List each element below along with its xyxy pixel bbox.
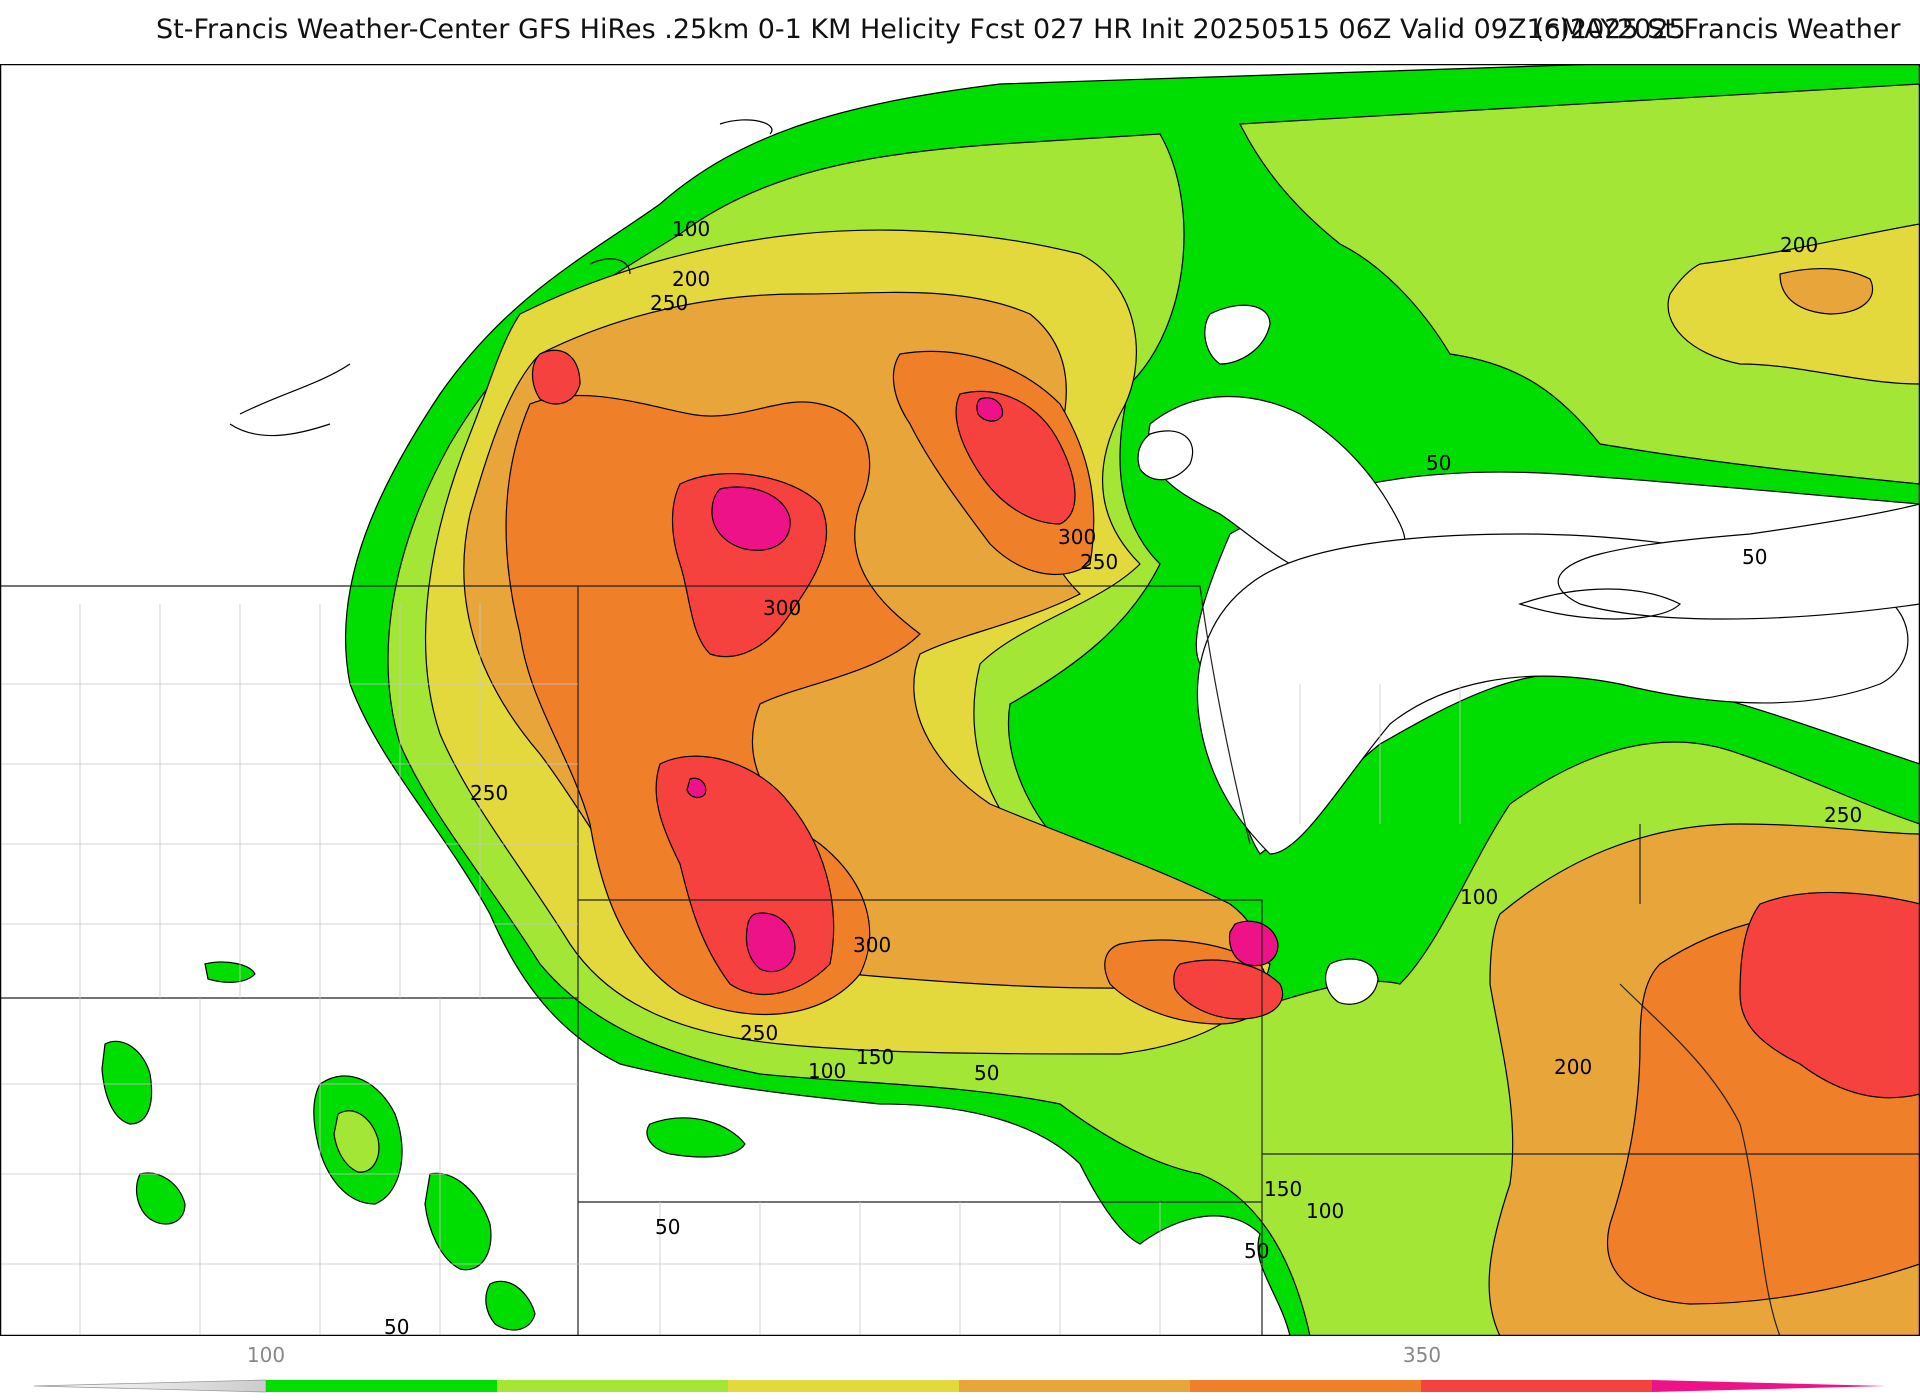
contour-label: 50 <box>974 1061 999 1085</box>
colorbar-label-right: 350 <box>1403 1343 1441 1367</box>
contour-label: 300 <box>763 596 801 620</box>
colorbar-segment <box>1421 1380 1652 1392</box>
colorbar-segment <box>266 1380 497 1392</box>
contour-label: 50 <box>384 1315 409 1336</box>
helicity-fill-250-east <box>1779 267 1874 315</box>
helicity-fill-150-east <box>1239 83 1920 485</box>
contour-label: 300 <box>853 933 891 957</box>
fill-layers <box>101 64 1920 1336</box>
river-border <box>1739 1123 1781 1336</box>
contour-label: 100 <box>1460 885 1498 909</box>
river-border-2 <box>1619 983 1741 1125</box>
contour-label: 200 <box>1780 233 1818 257</box>
contour-label: 250 <box>650 291 688 315</box>
colorbar-label-left: 100 <box>247 1343 285 1367</box>
helicity-fill-400-d <box>976 397 1004 422</box>
contour-label: 100 <box>808 1059 846 1083</box>
state-border-7 <box>1199 585 1251 845</box>
helicity-fill-400-c <box>1228 920 1279 967</box>
copyright-credit: (c)2025 St.Francis Weather <box>1534 14 1901 45</box>
contour-label: 200 <box>1554 1055 1592 1079</box>
chart-title-bar: St-Francis Weather-Center GFS HiRes .25k… <box>0 14 1920 54</box>
contour-label: 300 <box>1058 525 1096 549</box>
helicity-fill-100-sw6 <box>485 1280 536 1331</box>
contour-label: 250 <box>1080 550 1118 574</box>
helicity-fill-100-sw4 <box>136 1172 186 1225</box>
helicity-fill-350-d <box>531 349 581 405</box>
colorbar-segments <box>266 1380 1652 1392</box>
contour-label: 250 <box>1824 803 1862 827</box>
contour-label: 50 <box>1244 1239 1269 1263</box>
state-border-2 <box>578 899 1263 1154</box>
white-gap-east <box>1557 503 1920 620</box>
helicity-fill-350-b <box>955 390 1076 525</box>
colorbar-segment <box>959 1380 1190 1392</box>
white-gap-small-3 <box>1137 430 1194 481</box>
contour-label: 100 <box>1306 1199 1344 1223</box>
contour-label: 50 <box>1426 451 1451 475</box>
contour-label: 250 <box>740 1021 778 1045</box>
colorbar: 100 350 <box>33 1343 1886 1393</box>
helicity-fill-150-sw1 <box>333 1110 380 1173</box>
contour-label: 200 <box>672 267 710 291</box>
contour-labels: 100 200 250 300 300 250 300 250 50 250 1… <box>384 217 1862 1336</box>
helicity-fill-350-f <box>1173 959 1284 1020</box>
colorbar-segment <box>1190 1380 1421 1392</box>
county-lines <box>0 604 1461 1336</box>
white-gap-small-2 <box>1324 958 1379 1005</box>
helicity-fill-100-sw3 <box>424 1172 492 1271</box>
contour-label: 150 <box>856 1045 894 1069</box>
colorbar-segment <box>728 1380 959 1392</box>
contour-label: 50 <box>1742 545 1767 569</box>
white-gap-small-1 <box>1204 304 1271 365</box>
contour-label: 100 <box>672 217 710 241</box>
helicity-map: 100 200 250 300 300 250 300 250 50 250 1… <box>0 64 1920 1336</box>
helicity-fill-100-sw2 <box>101 1040 153 1125</box>
contour-label: 50 <box>655 1215 680 1239</box>
contour-label: 250 <box>470 781 508 805</box>
colorbar-arrow-right <box>1652 1380 1886 1392</box>
helicity-fill-350-e <box>1739 891 1920 1099</box>
helicity-fill-100-sw5 <box>646 1117 746 1158</box>
colorbar-arrow-left <box>33 1379 267 1393</box>
chart-title: St-Francis Weather-Center GFS HiRes .25k… <box>156 14 1686 45</box>
lake-outlines <box>229 119 1682 620</box>
helicity-fill-400 <box>711 486 791 551</box>
helicity-fill-400-e <box>686 777 707 799</box>
helicity-fill-200-east <box>1667 223 1920 385</box>
helicity-fill-400-b <box>745 912 796 973</box>
contour-label: 150 <box>1264 1177 1302 1201</box>
political-borders <box>0 585 1920 1336</box>
helicity-fill-100-sw7 <box>204 961 256 983</box>
colorbar-segment <box>497 1380 728 1392</box>
